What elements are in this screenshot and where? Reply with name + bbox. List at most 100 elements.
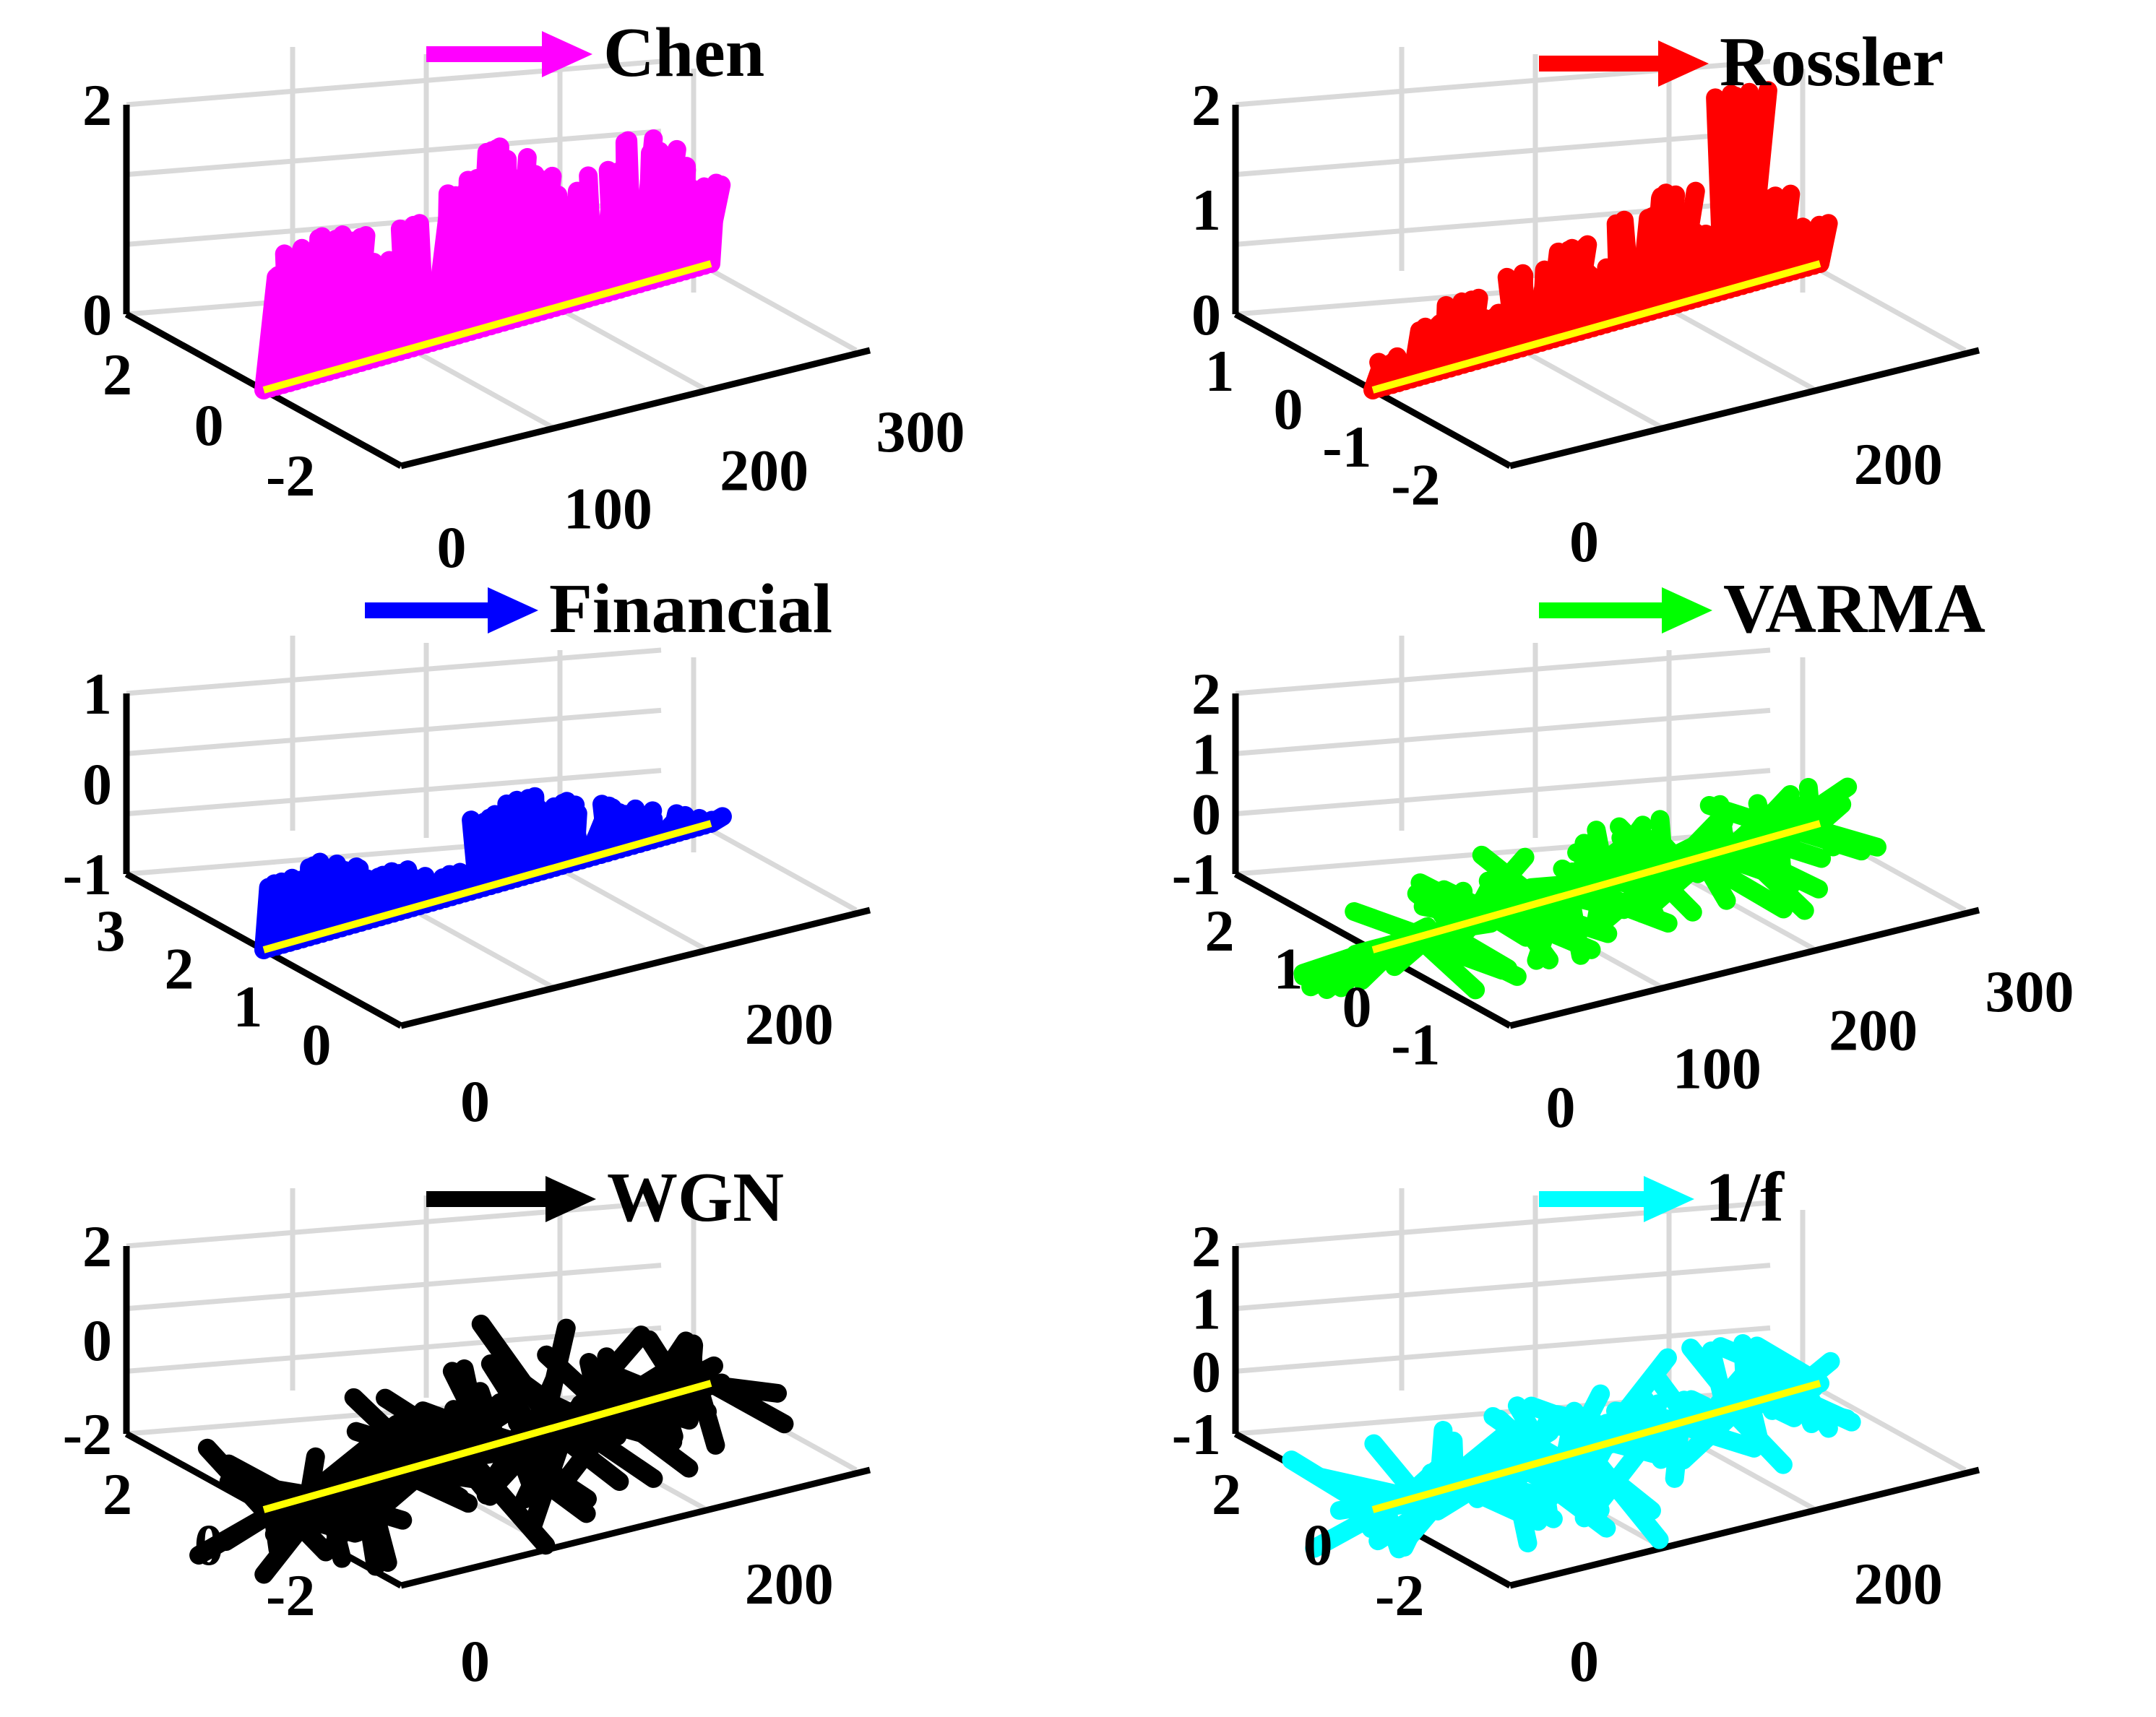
x-tick-label: 300 [876, 399, 965, 464]
quiver-arrow [702, 1374, 794, 1434]
grid-line [1235, 647, 1771, 696]
x-axis [1509, 1466, 1980, 1589]
chart-title: Rossler [1720, 23, 1944, 101]
quiver-arrow [563, 802, 591, 870]
x-axis [400, 1466, 871, 1589]
quiver-arrow [431, 1409, 519, 1450]
y-tick-label: 0 [302, 1011, 332, 1077]
legend-arrowhead [546, 1176, 596, 1222]
grid-line [1235, 828, 1771, 877]
legend-arrowhead [542, 31, 592, 77]
quiver-arrow [1665, 1413, 1690, 1488]
z-tick-label: 1 [1191, 177, 1221, 243]
x-tick-label: 200 [1829, 997, 1918, 1063]
quiver-arrow [1495, 1417, 1567, 1467]
quiver-arrow [633, 1380, 696, 1436]
x-axis [400, 347, 871, 470]
quiver-arrow [592, 795, 617, 862]
y-tick-label: 3 [96, 898, 126, 964]
y-tick-label: 1 [233, 974, 263, 1039]
z-tick-label: 0 [82, 1307, 112, 1373]
y-tick-label: 2 [103, 1461, 132, 1527]
y-tick-label: 1 [1205, 338, 1235, 404]
quiver-arrow [310, 852, 338, 941]
z-tick-label: 2 [1191, 661, 1221, 727]
quiver-arrow [275, 244, 299, 392]
grid-line [690, 256, 858, 353]
quiver-arrow [523, 1414, 577, 1536]
chart-title: Chen [603, 14, 764, 92]
legend-arrowhead [1662, 587, 1712, 633]
x-tick-label: 0 [1546, 1074, 1576, 1140]
baseline [1371, 1380, 1821, 1513]
y-tick-label: -2 [1391, 451, 1440, 517]
grid-lines [126, 636, 858, 990]
z-tick-label: -1 [1172, 842, 1221, 907]
quiver-arrow [639, 1330, 692, 1401]
grid-line [1235, 1325, 1771, 1374]
grid-line [126, 707, 662, 756]
quiver-arrow [702, 173, 726, 273]
quiver-arrows [1363, 81, 1838, 399]
x-tick-label: 100 [1673, 1036, 1762, 1102]
y-tick-label: 0 [194, 392, 224, 458]
x-axis [400, 907, 871, 1029]
quiver-arrow [402, 1422, 458, 1467]
baseline [1371, 820, 1821, 953]
grid-line [1235, 768, 1771, 817]
z-tick-label: 0 [1191, 1338, 1221, 1404]
quiver-arrow [618, 131, 643, 295]
quiver-arrow [537, 1345, 618, 1422]
grid-line [1235, 707, 1771, 756]
y-tick-label: -1 [1322, 414, 1371, 480]
z-tick-label: 2 [82, 72, 112, 138]
x-tick-label: 0 [437, 514, 467, 580]
legend-arrowhead [1644, 1176, 1694, 1222]
x-axis [1509, 347, 1980, 470]
x-tick-label: 200 [745, 1551, 834, 1617]
y-tick-label: -2 [266, 1562, 315, 1628]
quiver-arrow [1747, 1336, 1829, 1393]
quiver-arrow [1531, 1453, 1558, 1524]
y-tick-label: -2 [1375, 1562, 1424, 1628]
grid-line [126, 1200, 662, 1249]
grid-line [126, 129, 662, 178]
quiver-arrow [1560, 884, 1590, 965]
quiver-arrows [1282, 1333, 1861, 1559]
y-tick-label: -2 [266, 443, 315, 509]
grid-line [1235, 129, 1771, 178]
z-tick-label: 0 [1191, 282, 1221, 347]
y-tick-label: 0 [1274, 376, 1303, 441]
quiver-arrow [1728, 837, 1814, 920]
y-tick-label: 2 [165, 935, 194, 1001]
z-tick-label: 0 [1191, 782, 1221, 847]
quiver-arrows [189, 1314, 794, 1584]
x-tick-label: 200 [1854, 1551, 1943, 1617]
y-tick-label: 2 [103, 342, 132, 407]
quiver-arrow [376, 1388, 478, 1461]
grid-line [126, 647, 662, 696]
quiver-arrow [1364, 1434, 1428, 1507]
quiver-arrows [254, 129, 731, 399]
z-tick-label: 1 [82, 661, 112, 727]
y-tick-label: 2 [1212, 1461, 1241, 1527]
x-tick-label: 0 [460, 1628, 490, 1694]
grid-lines [1235, 47, 1967, 430]
x-tick-label: 0 [1569, 1628, 1599, 1694]
quiver-arrow [1345, 901, 1432, 946]
y-tick-label: 0 [1303, 1512, 1333, 1578]
quiver-arrow [480, 1354, 544, 1443]
y-tick-label: 0 [194, 1512, 224, 1578]
x-tick-label: 0 [460, 1068, 490, 1134]
quiver-arrow [702, 807, 732, 833]
z-tick-label: -2 [63, 1401, 112, 1467]
x-tick-label: 300 [1985, 959, 2074, 1024]
legend-arrowhead [488, 587, 538, 633]
grid-line [126, 59, 662, 108]
grid-line [126, 1263, 662, 1312]
